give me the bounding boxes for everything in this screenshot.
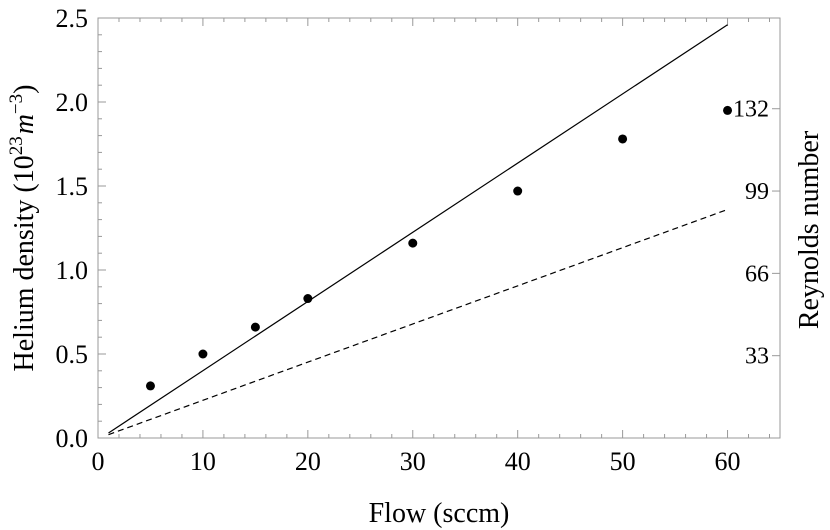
y-axis-label: Helium density (1023 m−3): [6, 85, 40, 372]
reynolds-tick-label: 33: [745, 344, 769, 370]
y-axis-label-exp2: −3: [6, 94, 27, 114]
y-axis-label-exp1: 23: [6, 136, 27, 155]
x-tick-label: 60: [715, 447, 741, 476]
reynolds-tick-label: 66: [745, 261, 769, 287]
reynolds-tick-label: 132: [733, 97, 769, 123]
x-tick-label: 40: [505, 447, 531, 476]
data-point: [145, 381, 155, 391]
x-tick-label: 30: [400, 447, 426, 476]
data-point: [513, 186, 523, 196]
y-tick-label: 1.0: [56, 256, 89, 285]
y2-axis-label: Reynolds number: [794, 130, 825, 329]
x-tick-label: 0: [92, 447, 105, 476]
tick-labels: 0 10 20 30 40 50 60 0.0 0.5 1.0 1.5 2.0 2.5 33 66 99 132: [56, 4, 770, 476]
data-points: [145, 105, 733, 391]
y-tick-label: 1.5: [56, 172, 89, 201]
x-tick-label: 20: [295, 447, 321, 476]
reynolds-tick-label: 99: [745, 179, 769, 205]
y-tick-label: 0.5: [56, 340, 89, 369]
series-lines: [108, 24, 728, 436]
x-tick-label: 10: [190, 447, 216, 476]
y-axis-label-close: ): [9, 85, 40, 94]
data-point: [408, 238, 418, 248]
data-point: [198, 349, 208, 359]
data-point: [303, 294, 313, 304]
x-axis-label: Flow (sccm): [369, 498, 510, 529]
y-tick-label: 2.0: [56, 88, 89, 117]
solid-line: [108, 24, 728, 434]
dashed-line: [108, 208, 728, 436]
tick-marks: [97, 17, 780, 439]
y-tick-label: 0.0: [56, 424, 89, 453]
y-axis-label-unit: m: [9, 114, 40, 134]
data-point: [250, 322, 260, 332]
data-point: [723, 105, 733, 115]
data-point: [618, 134, 628, 144]
x-tick-label: 50: [610, 447, 636, 476]
y-axis-label-main: Helium density (10: [9, 155, 40, 371]
y-tick-label: 2.5: [56, 4, 89, 33]
plot-frame: [97, 17, 781, 439]
